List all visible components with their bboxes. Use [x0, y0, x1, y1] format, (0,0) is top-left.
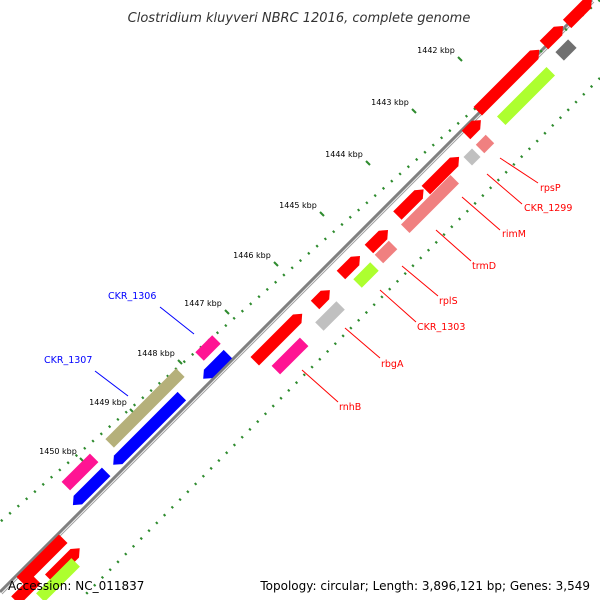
gene-label-leader — [159, 306, 195, 335]
cds-feature[interactable] — [336, 256, 360, 280]
tick-mark — [365, 160, 371, 166]
gene-label-leader — [379, 289, 417, 323]
cds-feature[interactable] — [315, 301, 345, 331]
gene-label[interactable]: CKR_1303 — [417, 322, 465, 333]
cds-feature[interactable] — [393, 189, 424, 220]
tick-label: 1442 kbp — [417, 46, 455, 55]
tick-label: 1448 kbp — [137, 349, 175, 358]
summary-text: Topology: circular; Length: 3,896,121 bp… — [260, 579, 590, 593]
cds-feature[interactable] — [374, 240, 398, 264]
cds-feature[interactable] — [271, 337, 309, 375]
cds-feature[interactable] — [473, 49, 540, 116]
genome-title: Clostridium kluyveri NBRC 12016, complet… — [128, 11, 471, 26]
cds-feature[interactable] — [401, 175, 459, 233]
cds-feature[interactable] — [11, 575, 41, 600]
cds-feature[interactable] — [364, 230, 388, 254]
cds-feature-minus[interactable] — [195, 335, 221, 361]
tick-mark — [411, 108, 417, 114]
cds-feature[interactable] — [310, 290, 330, 310]
gene-label[interactable]: rnhB — [339, 402, 361, 413]
tick-mark — [319, 211, 325, 217]
tick-ring-inner — [79, 77, 600, 600]
gene-label[interactable]: trmD — [472, 261, 496, 272]
cds-feature[interactable] — [562, 0, 592, 29]
tick-label: 1449 kbp — [89, 398, 127, 407]
cds-feature[interactable] — [463, 148, 481, 166]
tick-label: 1450 kbp — [39, 447, 77, 456]
gene-label[interactable]: CKR_1299 — [524, 203, 572, 214]
cds-feature-minus[interactable] — [113, 391, 187, 465]
cds-feature-minus[interactable] — [203, 349, 233, 379]
ticks-layer: 1442 kbp 1443 kbp 1444 kbp 1445 kbp 1446 kbp… — [39, 46, 463, 463]
cds-feature[interactable] — [421, 156, 460, 195]
cds-feature[interactable] — [45, 548, 80, 583]
gene-label[interactable]: rimM — [502, 229, 526, 240]
cds-feature[interactable] — [539, 26, 563, 50]
genes-layer — [11, 0, 592, 600]
tick-mark — [224, 309, 230, 315]
cds-feature[interactable] — [353, 262, 379, 288]
gene-label-leader — [461, 196, 501, 231]
cds-feature[interactable] — [497, 67, 555, 125]
gene-label[interactable]: rpsP — [540, 183, 561, 194]
cds-feature-minus[interactable] — [72, 467, 111, 506]
gene-label-leader — [486, 173, 523, 205]
gene-labels-layer: rpsP CKR_1299 rimM trmD rplS CKR_1303 rbgA rnhB… — [44, 157, 572, 413]
cds-feature[interactable] — [16, 534, 68, 586]
gene-label-leader — [344, 327, 381, 359]
cds-feature[interactable] — [250, 313, 303, 366]
tick-label: 1445 kbp — [279, 201, 317, 210]
tick-mark — [177, 359, 183, 365]
gene-label-leader — [435, 229, 472, 262]
gene-label[interactable]: CKR_1307 — [44, 355, 92, 366]
tick-label: 1444 kbp — [325, 150, 363, 159]
tick-mark — [457, 56, 463, 62]
cds-feature[interactable] — [36, 558, 80, 600]
gene-label[interactable]: rbgA — [381, 359, 404, 370]
cds-feature[interactable] — [461, 120, 481, 140]
cds-feature-minus[interactable] — [105, 368, 185, 448]
cds-feature-minus[interactable] — [61, 453, 99, 491]
gene-label-leader — [499, 157, 539, 184]
cds-feature[interactable] — [555, 39, 577, 61]
cds-feature[interactable] — [475, 134, 495, 154]
accession-text: Accession: NC_011837 — [8, 579, 145, 593]
gene-label-leader — [301, 369, 339, 403]
gene-label-leader — [94, 370, 129, 397]
gene-label[interactable]: rplS — [439, 296, 458, 307]
tick-label: 1446 kbp — [233, 251, 271, 260]
gene-label[interactable]: CKR_1306 — [108, 291, 156, 302]
gene-label-leader — [401, 265, 439, 297]
tick-label: 1443 kbp — [371, 98, 409, 107]
tick-mark — [273, 261, 279, 267]
tick-label: 1447 kbp — [184, 299, 222, 308]
